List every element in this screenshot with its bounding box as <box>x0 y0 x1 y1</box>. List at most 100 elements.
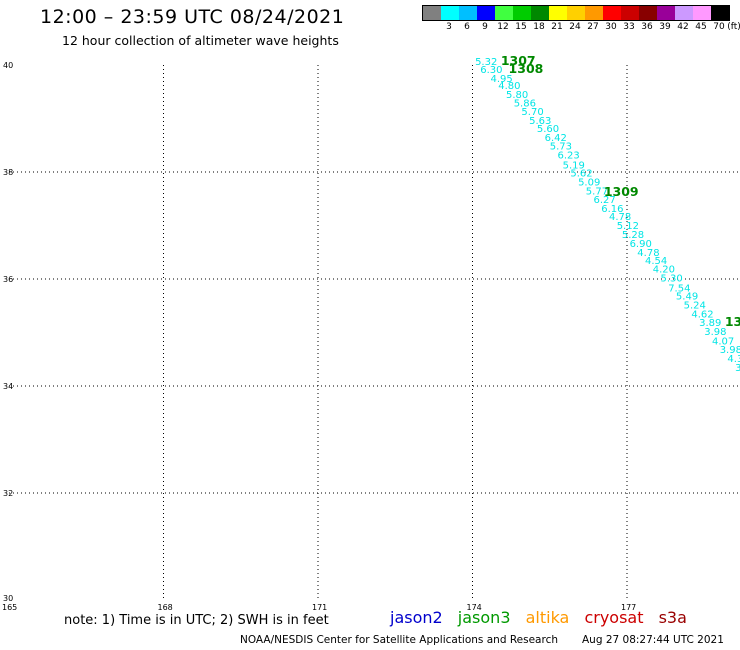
legend-swatch <box>711 6 729 20</box>
legend-swatch <box>459 6 477 20</box>
swh-value: 4.62 <box>691 310 713 321</box>
legend-swatch <box>639 6 657 20</box>
legend-label: 70 <box>713 22 725 32</box>
pass-number: 1308 <box>509 61 544 76</box>
swh-value: 6.23 <box>557 151 579 162</box>
legend-swatch <box>567 6 585 20</box>
legend-swatch <box>621 6 639 20</box>
legend-label: 39 <box>659 22 671 32</box>
legend-swatch <box>549 6 567 20</box>
page-subtitle: 12 hour collection of altimeter wave hei… <box>62 33 339 48</box>
legend-label: 9 <box>482 22 488 32</box>
swh-value: 5.09 <box>578 177 600 188</box>
pass-number: 1310 <box>725 314 740 329</box>
swh-value: 4.54 <box>645 256 667 267</box>
swh-value: 6.90 <box>630 239 652 250</box>
legend-unit: (ft) <box>727 22 740 32</box>
pass-number: 1309 <box>604 184 639 199</box>
swh-value: 5.12 <box>617 221 639 232</box>
swh-value: 6.27 <box>594 195 616 206</box>
lat-tick-label: 38 <box>3 168 13 177</box>
swh-value: 4.80 <box>498 81 520 92</box>
legend-swatch <box>531 6 549 20</box>
legend-swatch <box>495 6 513 20</box>
legend-label: 12 <box>497 22 509 32</box>
lon-tick-label: 177 <box>621 603 636 612</box>
swh-value: 5.63 <box>529 116 551 127</box>
legend-swatch <box>513 6 531 20</box>
lat-tick-label: 36 <box>3 275 13 284</box>
satellite-altika: altika <box>525 608 570 627</box>
legend-swatch <box>441 6 459 20</box>
swh-value: 5.80 <box>506 90 528 101</box>
swh-value: 5.86 <box>514 99 536 110</box>
lon-tick-label: 174 <box>467 603 482 612</box>
legend-label: 21 <box>551 22 563 32</box>
lon-tick-label: 168 <box>158 603 173 612</box>
map-grid <box>9 65 740 600</box>
footer-timestamp: Aug 27 08:27:44 UTC 2021 <box>582 634 724 646</box>
swh-value: 5.24 <box>684 300 706 311</box>
swh-value: 3.48 <box>735 363 740 374</box>
legend-label: 42 <box>677 22 689 32</box>
swh-value: 4.32 <box>727 354 740 365</box>
legend-label: 15 <box>515 22 527 32</box>
legend-swatch <box>585 6 603 20</box>
lon-tick-label: 165 <box>2 603 17 612</box>
lat-tick-label: 34 <box>3 382 13 391</box>
swh-value: 5.62 <box>570 168 592 179</box>
swh-value: 4.20 <box>653 265 675 276</box>
legend-label: 6 <box>464 22 470 32</box>
swh-value: 5.30 <box>660 274 682 285</box>
swh-value: 6.42 <box>545 133 567 144</box>
swh-value: 5.28 <box>622 230 644 241</box>
swh-value: 5.77 <box>586 186 608 197</box>
swh-value: 5.19 <box>563 160 585 171</box>
swh-value: 5.73 <box>550 142 572 153</box>
swh-value: 5.32 <box>475 57 497 68</box>
legend-label: 24 <box>569 22 581 32</box>
lat-tick-label: 40 <box>3 61 13 70</box>
legend-label: 36 <box>641 22 653 32</box>
page-title: 12:00 – 23:59 UTC 08/24/2021 <box>40 6 345 28</box>
swh-value: 4.78 <box>637 248 659 259</box>
swh-value: 7.54 <box>668 283 690 294</box>
legend-label: 30 <box>605 22 617 32</box>
legend-swatch <box>477 6 495 20</box>
swh-value: 4.78 <box>609 212 631 223</box>
footer-note: note: 1) Time is in UTC; 2) SWH is in fe… <box>64 613 329 628</box>
swh-value: 6.30 <box>480 65 502 76</box>
satellite-jason3: jason3 <box>457 608 511 627</box>
legend-swatch <box>603 6 621 20</box>
satellite-s3a: s3a <box>658 608 687 627</box>
swh-value: 3.98 <box>720 345 740 356</box>
satellite-legend: jason2 jason3 altika cryosat s3a <box>390 608 697 627</box>
lat-tick-label: 30 <box>3 594 13 603</box>
axis-ticks: 165 168 171 174 177 30 32 34 36 38 40 <box>2 61 636 612</box>
swh-measurements: 5.326.304.954.805.805.865.705.635.606.42… <box>475 57 740 374</box>
satellite-cryosat: cryosat <box>584 608 644 627</box>
legend-swatch <box>423 6 441 20</box>
legend-swatch <box>675 6 693 20</box>
swh-value: 3.98 <box>704 327 726 338</box>
lon-tick-label: 171 <box>312 603 327 612</box>
swh-value: 5.49 <box>676 291 698 302</box>
swh-value: 4.07 <box>712 336 734 347</box>
swh-value: 6.16 <box>601 204 623 215</box>
lat-tick-label: 32 <box>3 489 13 498</box>
legend-labels: 3 6 9 12 15 18 21 24 27 30 33 36 39 42 45 70 (ft) <box>422 21 740 35</box>
color-legend: 3 6 9 12 15 18 21 24 27 30 33 36 39 42 45 70 (ft) <box>422 5 740 35</box>
legend-label: 27 <box>587 22 599 32</box>
legend-label: 45 <box>695 22 707 32</box>
swh-value: 5.70 <box>521 107 543 118</box>
satellite-jason2: jason2 <box>390 608 443 627</box>
legend-label: 18 <box>533 22 545 32</box>
pass-number: 1307 <box>501 53 536 68</box>
swh-value: 5.60 <box>537 124 559 135</box>
swh-value: 3.89 <box>699 318 721 329</box>
legend-swatch <box>693 6 711 20</box>
swh-value: 4.95 <box>491 74 513 85</box>
legend-swatch <box>657 6 675 20</box>
